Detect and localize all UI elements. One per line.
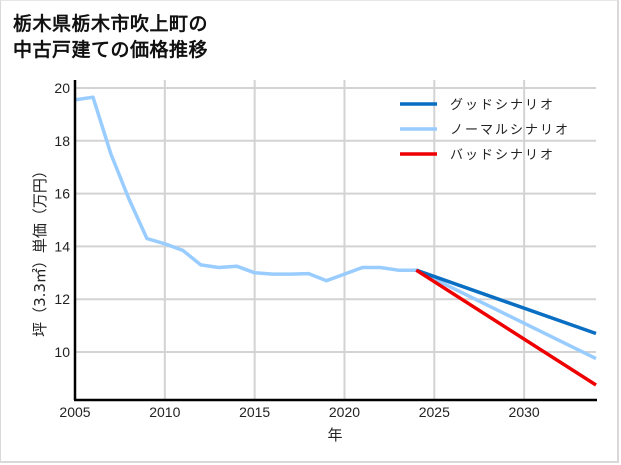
x-tick-label: 2030 xyxy=(509,404,540,420)
y-axis-label: 坪（3.3㎡）単価（万円） xyxy=(31,163,49,337)
x-tick-label: 2010 xyxy=(149,404,180,420)
chart-title: 栃木県栃木市吹上町の 中古戸建ての価格推移 xyxy=(13,11,208,63)
legend-label: バッドシナリオ xyxy=(450,148,555,163)
x-tick-labels: 2005 2010 2015 2020 2025 2030 xyxy=(59,404,539,420)
title-line-2: 中古戸建ての価格推移 xyxy=(13,39,209,61)
y-tick-label: 18 xyxy=(54,133,70,149)
series-line-good xyxy=(415,268,597,336)
data-lines xyxy=(74,95,597,387)
x-tick-label: 2020 xyxy=(329,404,360,420)
y-tick-label: 20 xyxy=(54,80,70,96)
y-tick-label: 14 xyxy=(54,238,70,254)
series-line-bad xyxy=(415,268,597,387)
axes xyxy=(73,80,597,402)
y-tick-label: 16 xyxy=(54,186,70,202)
y-tick-label: 12 xyxy=(54,291,70,307)
x-tick-label: 2025 xyxy=(419,404,450,420)
legend-label: グッドシナリオ xyxy=(450,98,555,113)
series-line-normal xyxy=(74,95,597,361)
grid-lines xyxy=(75,80,596,400)
x-tick-label: 2005 xyxy=(59,404,90,420)
y-tick-labels: 10 12 14 16 18 20 xyxy=(54,80,70,360)
title-line-1: 栃木県栃木市吹上町の xyxy=(13,13,209,35)
y-tick-label: 10 xyxy=(54,344,70,360)
x-tick-label: 2015 xyxy=(239,404,270,420)
x-axis-label: 年 xyxy=(327,426,342,444)
legend-label: ノーマルシナリオ xyxy=(450,123,570,138)
